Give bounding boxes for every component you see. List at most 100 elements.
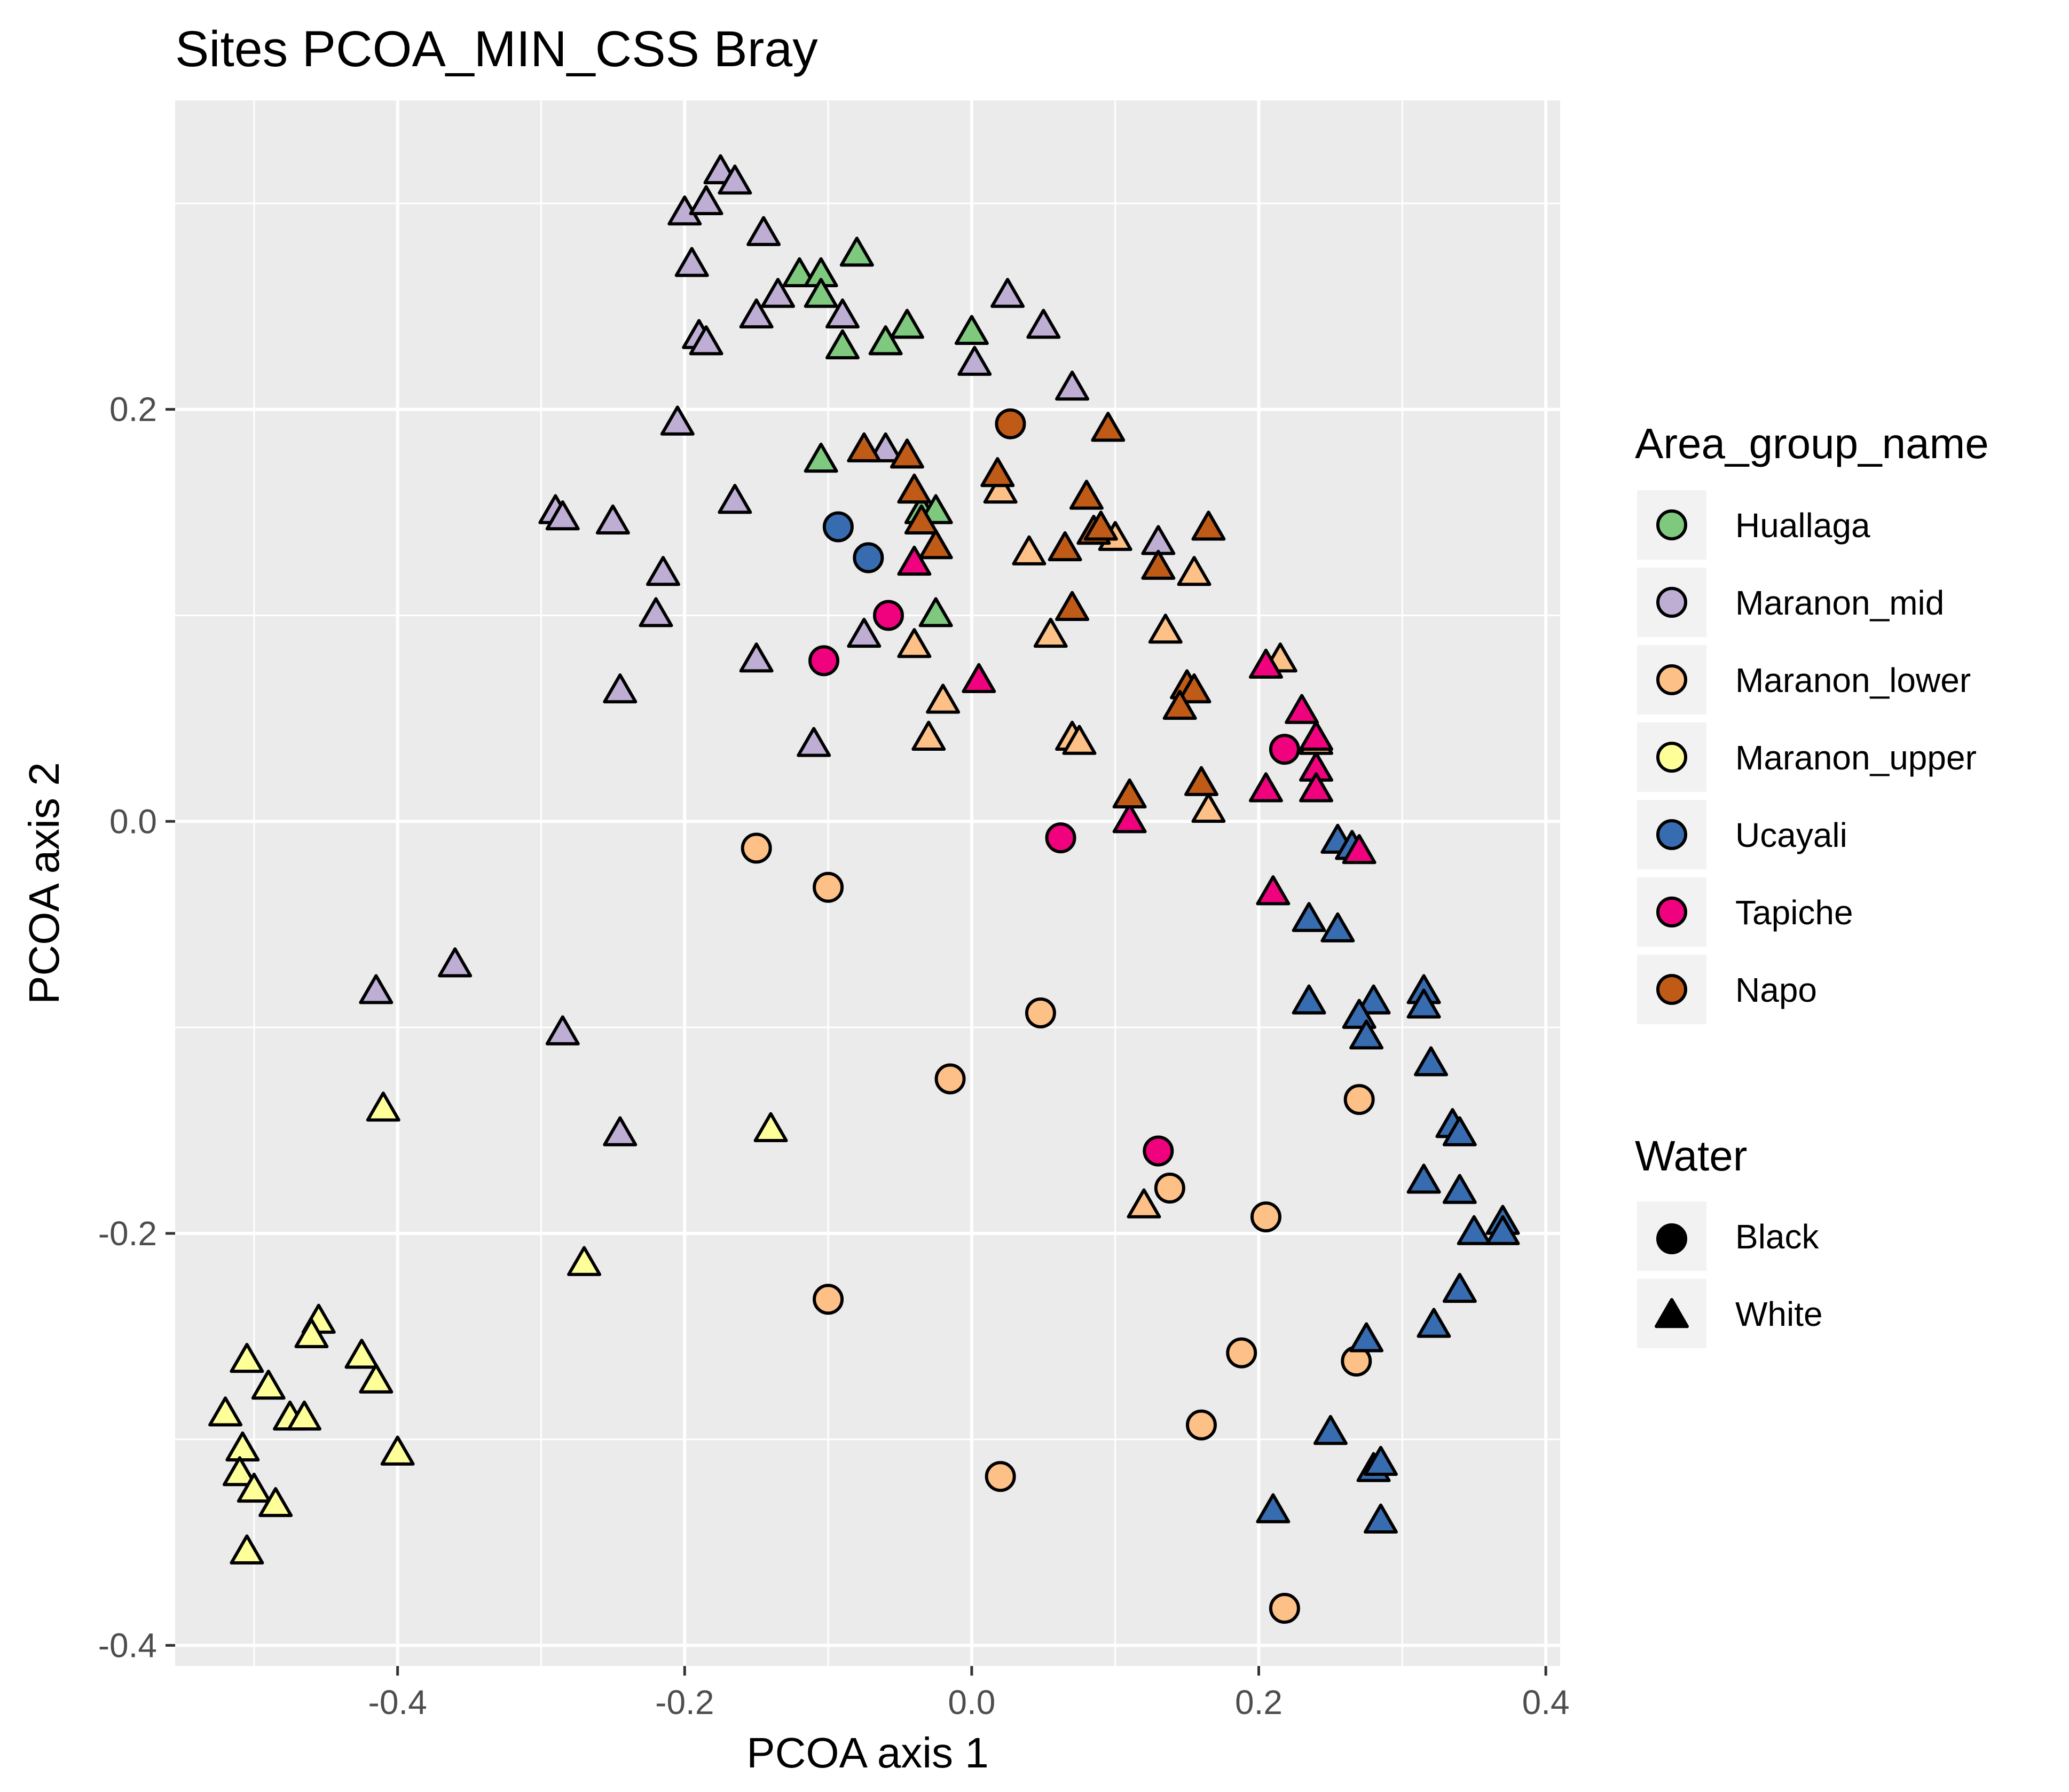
x-tick-label: 0.2	[1235, 1683, 1283, 1722]
point-maranon-lower-circle	[813, 871, 844, 903]
point-maranon-mid-triangle	[359, 974, 394, 1004]
point-maranon-mid-triangle	[639, 597, 673, 627]
point-napo-triangle	[1191, 510, 1226, 541]
point-napo-triangle	[847, 432, 882, 462]
point-tapiche-triangle	[1248, 648, 1283, 679]
legend-label-ucayali: Ucayali	[1735, 816, 1847, 854]
point-maranon-upper-triangle	[251, 1370, 286, 1400]
point-maranon-lower-triangle	[1033, 617, 1068, 648]
point-huallaga-triangle	[868, 325, 903, 356]
point-ucayali-triangle	[1417, 1308, 1451, 1338]
point-napo-triangle	[918, 529, 953, 560]
legend-swatch-maranon-mid	[1656, 587, 1687, 618]
point-maranon-mid-triangle	[689, 185, 723, 215]
point-maranon-mid-triangle	[797, 727, 831, 757]
legend-label-tapiche: Tapiche	[1735, 893, 1853, 932]
point-ucayali-triangle	[1485, 1215, 1520, 1245]
point-napo-triangle	[1091, 412, 1126, 442]
point-maranon-lower-circle	[813, 1284, 844, 1315]
legend-swatch-huallaga	[1656, 509, 1687, 540]
point-ucayali-triangle	[1313, 1414, 1348, 1445]
point-napo-triangle	[1055, 591, 1090, 621]
point-tapiche-triangle	[1285, 694, 1319, 724]
point-ucayali-triangle	[1414, 1046, 1449, 1076]
point-maranon-mid-triangle	[739, 642, 774, 673]
point-maranon-mid-triangle	[603, 673, 638, 704]
point-tapiche-triangle	[1299, 772, 1334, 803]
point-ucayali-triangle	[1292, 984, 1326, 1015]
point-maranon-mid-triangle	[760, 278, 795, 308]
x-tick-label: -0.2	[655, 1683, 714, 1722]
point-maranon-mid-triangle	[868, 432, 903, 462]
x-tick-label: 0.4	[1522, 1683, 1570, 1722]
x-tick-label: -0.4	[368, 1683, 427, 1722]
y-tick-label: -0.4	[98, 1626, 157, 1664]
y-axis-title: PCOA axis 2	[20, 762, 68, 1004]
point-ucayali-triangle	[1457, 1215, 1491, 1245]
point-tapiche-triangle	[1256, 875, 1291, 906]
point-maranon-upper-triangle	[366, 1091, 400, 1122]
legend-swatch-ucayali	[1656, 819, 1687, 850]
point-maranon-lower-triangle	[897, 628, 932, 658]
point-maranon-upper-triangle	[380, 1435, 415, 1466]
point-ucayali-circle	[822, 511, 854, 543]
point-maranon-lower-triangle	[911, 720, 946, 751]
point-maranon-mid-triangle	[646, 556, 680, 586]
point-huallaga-triangle	[954, 315, 989, 345]
y-axis-ticks: -0.4 -0.2 0.0 0.2	[98, 390, 175, 1664]
y-tick-label: 0.2	[109, 390, 157, 429]
point-tapiche-triangle	[1342, 834, 1376, 864]
point-napo-triangle	[1083, 510, 1118, 541]
point-maranon-mid-triangle	[1055, 370, 1090, 401]
point-maranon-mid-triangle	[990, 278, 1025, 308]
point-maranon-mid-triangle	[1026, 309, 1061, 339]
point-maranon-mid-triangle	[718, 484, 752, 514]
point-maranon-mid-triangle	[545, 1015, 580, 1046]
x-axis-ticks: -0.4 -0.2 0.0 0.2 0.4	[368, 1666, 1570, 1722]
legend-swatch-black	[1656, 1223, 1687, 1254]
point-ucayali-triangle	[1349, 1019, 1384, 1050]
point-maranon-mid-triangle	[739, 298, 774, 329]
point-napo-triangle	[1112, 778, 1147, 809]
point-huallaga-triangle	[839, 237, 874, 267]
point-tapiche-circle	[1045, 822, 1076, 854]
legend-swatch-napo	[1656, 974, 1687, 1005]
point-tapiche-circle	[1269, 734, 1300, 765]
point-napo-triangle	[1162, 689, 1197, 720]
point-napo-circle	[995, 408, 1026, 439]
point-maranon-upper-triangle	[753, 1112, 788, 1143]
point-ucayali-triangle	[1442, 1272, 1477, 1303]
point-maranon-mid-triangle	[746, 216, 781, 246]
legend-swatch-maranon-lower	[1656, 664, 1687, 695]
point-maranon-upper-triangle	[287, 1400, 321, 1431]
legend-label-maranon-upper: Maranon_upper	[1735, 738, 1977, 777]
point-tapiche-triangle	[1299, 720, 1334, 751]
point-tapiche-triangle	[1248, 772, 1283, 803]
point-napo-triangle	[890, 438, 924, 469]
point-maranon-mid-triangle	[660, 405, 695, 436]
point-maranon-lower-circle	[1226, 1337, 1257, 1369]
point-huallaga-triangle	[825, 329, 860, 360]
point-napo-triangle	[1048, 531, 1082, 562]
legend-title-area-group: Area_group_name	[1635, 420, 1989, 467]
point-huallaga-triangle	[804, 442, 838, 473]
y-tick-label: -0.2	[98, 1214, 157, 1253]
legend-water: Water Black White	[1635, 1132, 1823, 1348]
point-huallaga-triangle	[890, 309, 924, 339]
point-maranon-upper-triangle	[237, 1472, 271, 1503]
point-maranon-mid-triangle	[438, 947, 473, 978]
y-tick-label: 0.0	[109, 802, 157, 840]
point-maranon-lower-circle	[1269, 1592, 1300, 1624]
legend-swatch-white	[1655, 1298, 1689, 1329]
point-maranon-lower-triangle	[926, 683, 961, 714]
legend-label-white: White	[1735, 1295, 1823, 1333]
point-napo-triangle	[897, 473, 932, 504]
point-maranon-mid-triangle	[595, 504, 630, 535]
point-maranon-lower-circle	[985, 1461, 1016, 1492]
point-maranon-lower-triangle	[1191, 792, 1226, 823]
x-tick-label: 0.0	[948, 1683, 995, 1722]
plot-panel	[175, 100, 1560, 1666]
point-ucayali-triangle	[1256, 1493, 1291, 1523]
point-maranon-upper-triangle	[230, 1342, 264, 1373]
